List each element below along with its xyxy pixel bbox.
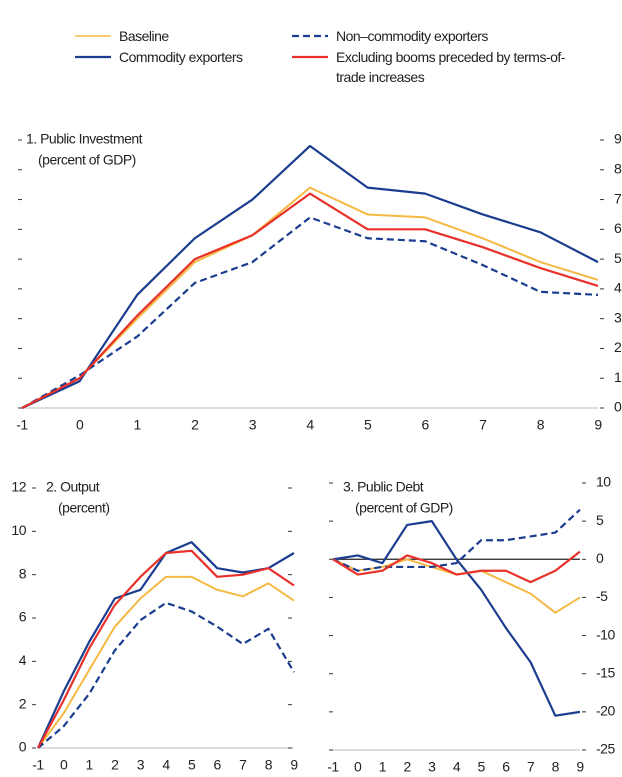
x-tick-label: 1 (86, 757, 94, 773)
series-line (21, 186, 599, 409)
y-tick-label: 0 (614, 399, 622, 415)
x-tick-label: 7 (527, 759, 535, 775)
x-tick-label: 5 (364, 417, 372, 433)
y-tick-label: 4 (19, 652, 27, 668)
y-tick-label: -10 (596, 626, 615, 642)
y-tick-label: -5 (596, 588, 608, 604)
y-tick-label: 10 (11, 522, 26, 538)
y-tick-label: 9 (614, 131, 622, 147)
series-line (21, 144, 599, 409)
series-line (21, 216, 599, 409)
y-tick-label: 6 (614, 220, 622, 236)
x-tick-label: 4 (162, 757, 170, 773)
x-tick-label: 1 (134, 417, 142, 433)
y-tick-label: 10 (596, 474, 611, 490)
x-tick-label: -1 (16, 417, 28, 433)
x-tick-label: 3 (137, 757, 145, 773)
y-tick-label: 1 (614, 369, 622, 385)
x-tick-label: 9 (576, 759, 584, 775)
x-tick-label: 0 (60, 757, 68, 773)
y-tick-label: -25 (596, 741, 615, 757)
y-tick-label: 7 (614, 190, 622, 206)
x-tick-label: 5 (478, 759, 486, 775)
y-tick-label: 8 (19, 565, 27, 581)
y-tick-label: 0 (19, 739, 27, 755)
y-tick-label: 8 (614, 160, 622, 176)
series-line (332, 520, 581, 717)
x-tick-label: 8 (552, 759, 560, 775)
x-tick-label: 7 (479, 417, 487, 433)
x-tick-label: 4 (453, 759, 461, 775)
series-line (332, 508, 581, 572)
series-line (37, 549, 295, 749)
legend-label: Commodity exporters (119, 49, 243, 65)
y-tick-label: -20 (596, 703, 615, 719)
y-tick-label: -15 (596, 664, 615, 680)
x-tick-label: 7 (239, 757, 247, 773)
y-tick-label: 5 (614, 250, 622, 266)
x-tick-label: 8 (265, 757, 273, 773)
y-tick-label: 6 (19, 609, 27, 625)
x-tick-label: -1 (327, 759, 339, 775)
x-tick-label: 9 (290, 757, 298, 773)
series-line (36, 541, 295, 749)
x-tick-label: 2 (111, 757, 119, 773)
legend-label: Baseline (119, 28, 169, 44)
x-tick-label: 2 (403, 759, 411, 775)
x-tick-label: 6 (214, 757, 222, 773)
x-tick-label: 3 (249, 417, 257, 433)
panel-subtitle: (percent) (58, 500, 110, 516)
x-tick-label: 1 (379, 759, 387, 775)
y-tick-label: 2 (19, 695, 27, 711)
series-line (332, 550, 581, 584)
series-line (332, 558, 581, 614)
panel-subtitle: (percent of GDP) (355, 500, 453, 516)
x-tick-label: 2 (191, 417, 199, 433)
x-tick-label: 9 (594, 417, 602, 433)
y-tick-label: 5 (596, 512, 604, 528)
legend-label: Excluding booms preceded by terms-of-tra… (336, 49, 565, 85)
y-tick-label: 2 (614, 339, 622, 355)
series-line (37, 601, 295, 749)
x-tick-label: 6 (502, 759, 510, 775)
x-tick-label: -1 (32, 757, 44, 773)
series-line (21, 192, 599, 409)
x-tick-label: 0 (76, 417, 84, 433)
x-tick-label: 0 (354, 759, 362, 775)
y-tick-label: 4 (614, 280, 622, 296)
panel-title: 2. Output (46, 479, 100, 495)
y-tick-label: 3 (614, 309, 622, 325)
x-tick-label: 3 (428, 759, 436, 775)
x-tick-label: 4 (306, 417, 314, 433)
panel-subtitle: (percent of GDP) (38, 152, 136, 168)
panel-title: 3. Public Debt (343, 479, 424, 495)
x-tick-label: 5 (188, 757, 196, 773)
y-tick-label: 12 (11, 479, 26, 495)
x-tick-label: 8 (537, 417, 545, 433)
x-tick-label: 6 (422, 417, 430, 433)
legend-label: Non–commodity exporters (336, 28, 488, 44)
series-line (37, 575, 295, 749)
panel-title: 1. Public Investment (26, 131, 143, 147)
y-tick-label: 0 (596, 550, 604, 566)
